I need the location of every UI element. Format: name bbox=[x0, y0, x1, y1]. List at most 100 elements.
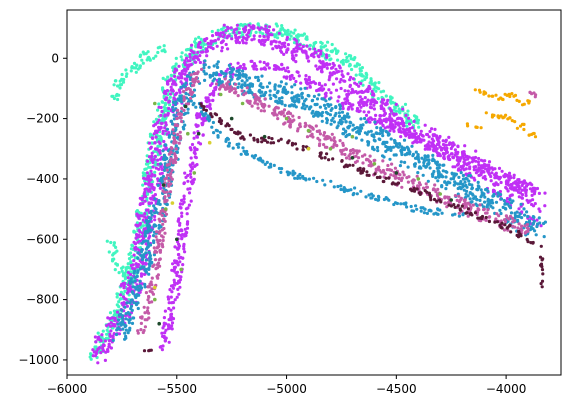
data-point-series-1 bbox=[344, 58, 348, 63]
data-point-series-2 bbox=[262, 60, 266, 65]
data-point-series-5 bbox=[415, 187, 419, 191]
data-point-sparse-1 bbox=[153, 297, 157, 302]
data-point-series-3 bbox=[343, 187, 347, 191]
data-point-series-2 bbox=[201, 50, 205, 54]
data-point-series-3 bbox=[363, 131, 367, 135]
data-point-series-2 bbox=[512, 186, 516, 190]
data-point-series-4 bbox=[411, 178, 416, 182]
data-point-series-3 bbox=[203, 63, 207, 67]
data-point-series-4 bbox=[482, 207, 486, 211]
data-point-series-2 bbox=[169, 92, 173, 96]
data-point-series-4 bbox=[250, 104, 254, 108]
data-point-series-4 bbox=[136, 331, 140, 335]
data-point-series-2 bbox=[259, 67, 263, 71]
data-point-series-2 bbox=[347, 105, 351, 110]
data-point-series-4 bbox=[166, 173, 170, 177]
data-point-series-3 bbox=[206, 114, 210, 118]
data-point-series-3 bbox=[144, 258, 148, 262]
data-point-series-2 bbox=[483, 174, 487, 179]
data-point-series-3 bbox=[537, 216, 541, 220]
data-point-series-2 bbox=[163, 126, 167, 130]
data-point-series-2 bbox=[396, 121, 400, 125]
data-point-series-1 bbox=[146, 162, 150, 166]
data-point-series-3 bbox=[136, 284, 140, 289]
data-point-series-2 bbox=[331, 82, 335, 86]
data-point-series-4 bbox=[179, 116, 183, 120]
data-point-series-3 bbox=[202, 69, 206, 73]
data-point-series-2 bbox=[463, 144, 467, 148]
data-point-series-2 bbox=[164, 328, 168, 332]
data-point-series-3 bbox=[301, 174, 305, 179]
data-point-series-3 bbox=[444, 170, 448, 174]
data-point-series-2 bbox=[313, 47, 317, 51]
data-point-series-4 bbox=[363, 153, 367, 157]
data-point-series-2 bbox=[133, 246, 137, 250]
data-point-series-2 bbox=[163, 89, 167, 93]
data-point-series-1 bbox=[241, 24, 245, 28]
data-point-series-6 bbox=[482, 92, 486, 96]
data-point-series-1 bbox=[397, 107, 401, 111]
data-point-series-2 bbox=[177, 279, 181, 283]
data-point-series-5 bbox=[458, 208, 462, 212]
data-point-series-3 bbox=[359, 123, 363, 127]
data-point-series-2 bbox=[111, 316, 115, 320]
data-point-series-3 bbox=[511, 199, 515, 203]
data-point-series-2 bbox=[142, 176, 146, 180]
data-point-series-3 bbox=[347, 132, 351, 137]
data-point-series-4 bbox=[524, 230, 528, 234]
data-point-series-3 bbox=[375, 145, 380, 150]
data-point-series-2 bbox=[430, 137, 434, 141]
data-point-series-2 bbox=[263, 38, 268, 42]
data-point-series-2 bbox=[312, 55, 316, 59]
data-point-series-5 bbox=[225, 122, 230, 126]
data-point-series-2 bbox=[280, 50, 284, 54]
data-point-sparse-1 bbox=[192, 171, 197, 175]
data-point-series-2 bbox=[474, 171, 478, 175]
data-point-series-1 bbox=[115, 249, 119, 253]
data-point-series-2 bbox=[477, 163, 481, 167]
data-point-series-3 bbox=[371, 147, 375, 151]
data-point-series-3 bbox=[130, 290, 134, 294]
data-point-series-4 bbox=[351, 151, 355, 155]
data-point-series-3 bbox=[522, 207, 526, 211]
data-point-series-1 bbox=[112, 243, 116, 247]
data-point-series-4 bbox=[167, 179, 171, 183]
data-point-series-2 bbox=[467, 161, 471, 165]
data-point-series-2 bbox=[244, 41, 248, 45]
data-point-series-3 bbox=[332, 185, 336, 189]
data-point-series-4 bbox=[361, 161, 365, 165]
data-point-series-1 bbox=[127, 252, 131, 256]
data-point-series-3 bbox=[349, 188, 353, 192]
data-point-series-3 bbox=[346, 125, 350, 129]
data-point-series-4 bbox=[291, 114, 295, 118]
data-point-series-2 bbox=[273, 64, 277, 68]
data-point-series-2 bbox=[150, 151, 154, 155]
data-point-series-2 bbox=[201, 133, 205, 137]
data-point-series-3 bbox=[367, 140, 371, 144]
data-point-series-4 bbox=[402, 173, 406, 177]
data-point-series-4 bbox=[503, 220, 508, 224]
data-point-series-2 bbox=[392, 129, 396, 133]
data-point-series-3 bbox=[186, 111, 190, 115]
data-point-series-2 bbox=[229, 26, 233, 30]
data-point-series-3 bbox=[245, 149, 249, 154]
data-point-sparse-3 bbox=[153, 285, 157, 290]
data-point-series-1 bbox=[135, 209, 139, 213]
data-point-series-3 bbox=[434, 161, 438, 165]
data-point-series-2 bbox=[317, 49, 321, 53]
data-point-series-2 bbox=[348, 78, 352, 82]
data-point-series-2 bbox=[137, 216, 141, 220]
data-point-series-3 bbox=[356, 129, 360, 133]
data-point-series-4 bbox=[142, 305, 146, 309]
data-point-series-2 bbox=[157, 118, 161, 122]
data-point-series-4 bbox=[273, 111, 277, 116]
data-point-series-2 bbox=[452, 143, 456, 147]
data-point-series-2 bbox=[286, 66, 290, 70]
data-point-series-1 bbox=[374, 89, 378, 93]
data-point-series-2 bbox=[368, 116, 372, 120]
data-point-series-2 bbox=[430, 142, 434, 146]
data-point-series-2 bbox=[286, 43, 290, 47]
data-point-series-1 bbox=[124, 68, 128, 72]
data-point-series-4 bbox=[150, 287, 154, 291]
data-point-series-5 bbox=[202, 107, 206, 112]
